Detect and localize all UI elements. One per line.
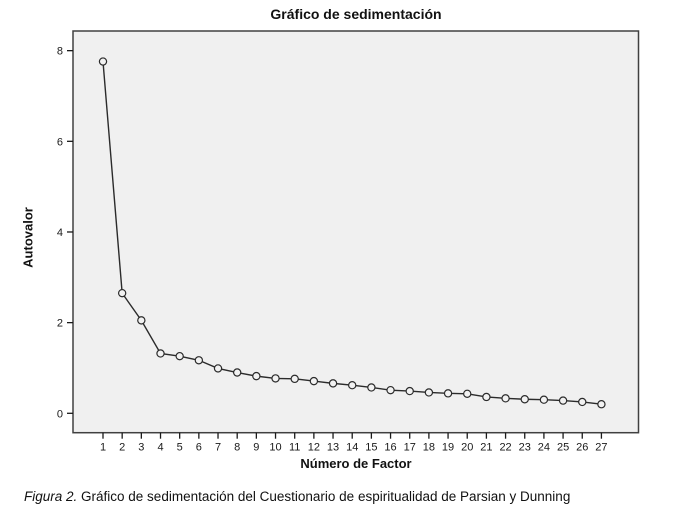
plot-background: [72, 30, 640, 434]
x-tick-label: 9: [253, 442, 259, 454]
data-point-marker: [597, 400, 606, 409]
data-point-marker: [156, 349, 165, 358]
x-tick-label: 6: [196, 442, 202, 454]
x-tick-label: 21: [480, 442, 492, 454]
data-point-marker: [443, 389, 453, 398]
data-point-marker: [348, 380, 357, 390]
x-tick-label: 15: [365, 442, 377, 454]
data-point-marker: [405, 386, 414, 396]
data-point-marker: [328, 379, 338, 388]
data-point-marker: [252, 371, 261, 381]
data-point-marker: [309, 376, 319, 386]
data-point-marker: [539, 395, 549, 404]
figure-caption-text: Gráfico de sedimentación del Cuestionari…: [77, 489, 571, 504]
data-point-marker: [137, 316, 146, 325]
data-point-marker: [194, 356, 204, 365]
y-tick-label: 0: [57, 408, 63, 420]
y-tick-label: 4: [57, 227, 63, 239]
x-tick-label: 14: [346, 442, 358, 454]
x-axis-title: Número de Factor: [300, 456, 412, 471]
data-point-marker: [98, 57, 108, 66]
x-tick-label: 13: [327, 442, 339, 454]
x-tick-label: 3: [138, 442, 144, 454]
data-point-marker: [578, 397, 587, 407]
data-point-marker: [386, 385, 395, 395]
data-point-marker: [271, 374, 280, 383]
y-tick-label: 6: [57, 136, 63, 148]
x-tick-label: 12: [308, 442, 320, 454]
data-point-marker: [558, 396, 568, 405]
data-point-marker: [463, 389, 472, 399]
x-tick-label: 7: [215, 442, 221, 454]
data-point-marker: [117, 288, 127, 298]
plot-area: [72, 30, 640, 434]
x-tick-label: 20: [461, 442, 473, 454]
figure-caption: Figura 2. Gráfico de sedimentación del C…: [24, 489, 684, 504]
x-tick-label: 10: [269, 442, 281, 454]
data-point-marker: [367, 383, 376, 392]
x-tick-label: 5: [177, 442, 183, 454]
x-tick-label: 17: [404, 442, 416, 454]
x-tick-label: 23: [519, 442, 531, 454]
x-axis-ticks: 1 2 3 4 5 6 7 8 9 10 11 12 13 14 15 16 17 18 19 20 21 22 23 24 2…: [100, 432, 608, 454]
data-series: [98, 57, 606, 409]
x-tick-label: 8: [234, 442, 240, 454]
x-tick-label: 22: [499, 442, 511, 454]
y-axis-ticks: 0 2 4 6 8: [57, 46, 73, 420]
data-point-marker: [520, 395, 529, 404]
x-tick-label: 18: [423, 442, 435, 454]
chart-title: Gráfico de sedimentación: [270, 6, 442, 22]
y-tick-label: 8: [57, 46, 63, 58]
x-tick-label: 16: [384, 442, 396, 454]
data-point-marker: [290, 374, 299, 384]
figure-caption-label: Figura 2.: [24, 489, 78, 504]
x-tick-label: 2: [119, 442, 125, 454]
data-point-marker: [424, 388, 434, 397]
x-tick-label: 26: [576, 442, 588, 454]
y-tick-label: 2: [57, 318, 63, 330]
data-point-marker: [213, 364, 223, 373]
x-tick-label: 25: [557, 442, 569, 454]
data-point-marker: [482, 392, 491, 402]
x-tick-label: 24: [538, 442, 550, 454]
data-point-marker: [232, 368, 242, 377]
data-point-marker: [501, 394, 510, 403]
x-tick-label: 1: [100, 442, 106, 454]
x-tick-label: 11: [289, 442, 300, 454]
data-point-marker: [175, 351, 184, 361]
x-tick-label: 4: [157, 442, 163, 454]
x-tick-label: 27: [595, 442, 607, 454]
x-tick-label: 19: [442, 442, 454, 454]
